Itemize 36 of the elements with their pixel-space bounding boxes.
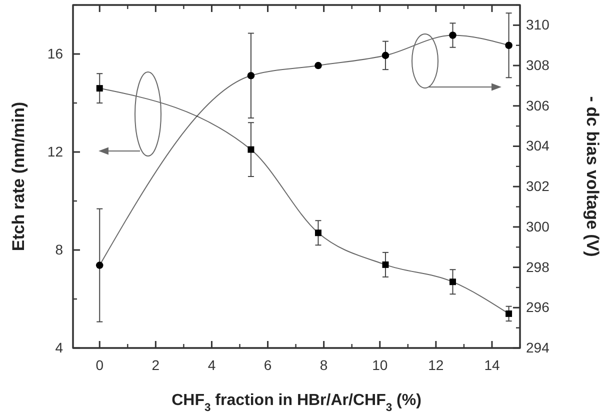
x-tick-label: 4 bbox=[208, 356, 216, 373]
x-axis-title: CHF$_{3}$ fraction in HBr/Ar/CHF$_{3}$ (%) bbox=[172, 392, 422, 414]
x-tick-label: 14 bbox=[484, 356, 500, 373]
y2-tick-label: 294 bbox=[526, 339, 550, 356]
y-axis-title: Etch rate (nm/min) bbox=[9, 102, 28, 252]
point bbox=[506, 310, 512, 317]
point bbox=[247, 72, 255, 80]
point bbox=[505, 42, 512, 49]
y2-tick-label: 306 bbox=[526, 97, 550, 114]
point bbox=[314, 62, 322, 70]
y2-tick-label: 298 bbox=[526, 258, 550, 275]
y2-tick-label: 300 bbox=[526, 218, 550, 234]
point bbox=[314, 230, 322, 236]
x-tick-label: 0 bbox=[96, 356, 104, 373]
x-tick-label: 12 bbox=[428, 356, 444, 373]
y-tick-label: 4 bbox=[55, 339, 64, 356]
y2-axis-title: - dc bias voltage (V) bbox=[583, 96, 602, 257]
point bbox=[449, 32, 456, 39]
point bbox=[450, 278, 456, 286]
point bbox=[382, 52, 390, 60]
y2-tick-label: 304 bbox=[526, 138, 550, 154]
point bbox=[382, 261, 389, 268]
point bbox=[96, 262, 104, 269]
y-tick-label: 12 bbox=[47, 143, 64, 160]
point bbox=[248, 146, 254, 153]
x-tick-label: 6 bbox=[264, 356, 272, 373]
y2-tick-label: 308 bbox=[526, 57, 550, 74]
y-tick-label: 8 bbox=[55, 241, 64, 258]
y2-tick-label: 310 bbox=[526, 16, 550, 33]
x-tick-label: 10 bbox=[372, 356, 388, 373]
x-tick-label: 8 bbox=[320, 356, 328, 373]
y-tick-label: 16 bbox=[47, 45, 64, 62]
x-tick-label: 2 bbox=[152, 356, 160, 373]
point bbox=[96, 85, 103, 92]
y2-tick-label: 296 bbox=[526, 299, 550, 316]
y2-tick-label: 302 bbox=[526, 178, 550, 194]
